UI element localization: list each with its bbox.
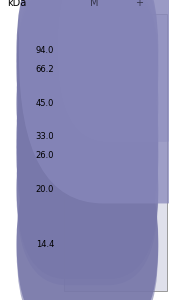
Text: 20.0: 20.0 — [36, 185, 54, 194]
FancyBboxPatch shape — [19, 0, 169, 203]
FancyBboxPatch shape — [17, 9, 158, 193]
Text: +: + — [135, 0, 143, 8]
FancyBboxPatch shape — [17, 15, 158, 199]
Text: 66.2: 66.2 — [35, 65, 54, 74]
FancyBboxPatch shape — [17, 48, 158, 232]
FancyBboxPatch shape — [17, 101, 158, 285]
FancyBboxPatch shape — [17, 0, 158, 160]
FancyBboxPatch shape — [17, 61, 158, 246]
FancyBboxPatch shape — [17, 42, 158, 226]
FancyBboxPatch shape — [17, 150, 158, 300]
Text: M: M — [90, 0, 98, 8]
Text: 94.0: 94.0 — [36, 46, 54, 55]
Text: 33.0: 33.0 — [35, 132, 54, 141]
FancyBboxPatch shape — [17, 68, 158, 252]
FancyBboxPatch shape — [17, 0, 158, 146]
Text: 26.0: 26.0 — [36, 152, 54, 160]
Text: 14.4: 14.4 — [36, 240, 54, 249]
FancyBboxPatch shape — [17, 156, 158, 300]
FancyBboxPatch shape — [17, 95, 158, 279]
Bar — [64, 14, 167, 291]
FancyBboxPatch shape — [58, 0, 169, 142]
Text: 45.0: 45.0 — [36, 99, 54, 108]
Text: kDa: kDa — [7, 0, 27, 8]
FancyBboxPatch shape — [17, 0, 158, 166]
FancyBboxPatch shape — [17, 0, 158, 140]
